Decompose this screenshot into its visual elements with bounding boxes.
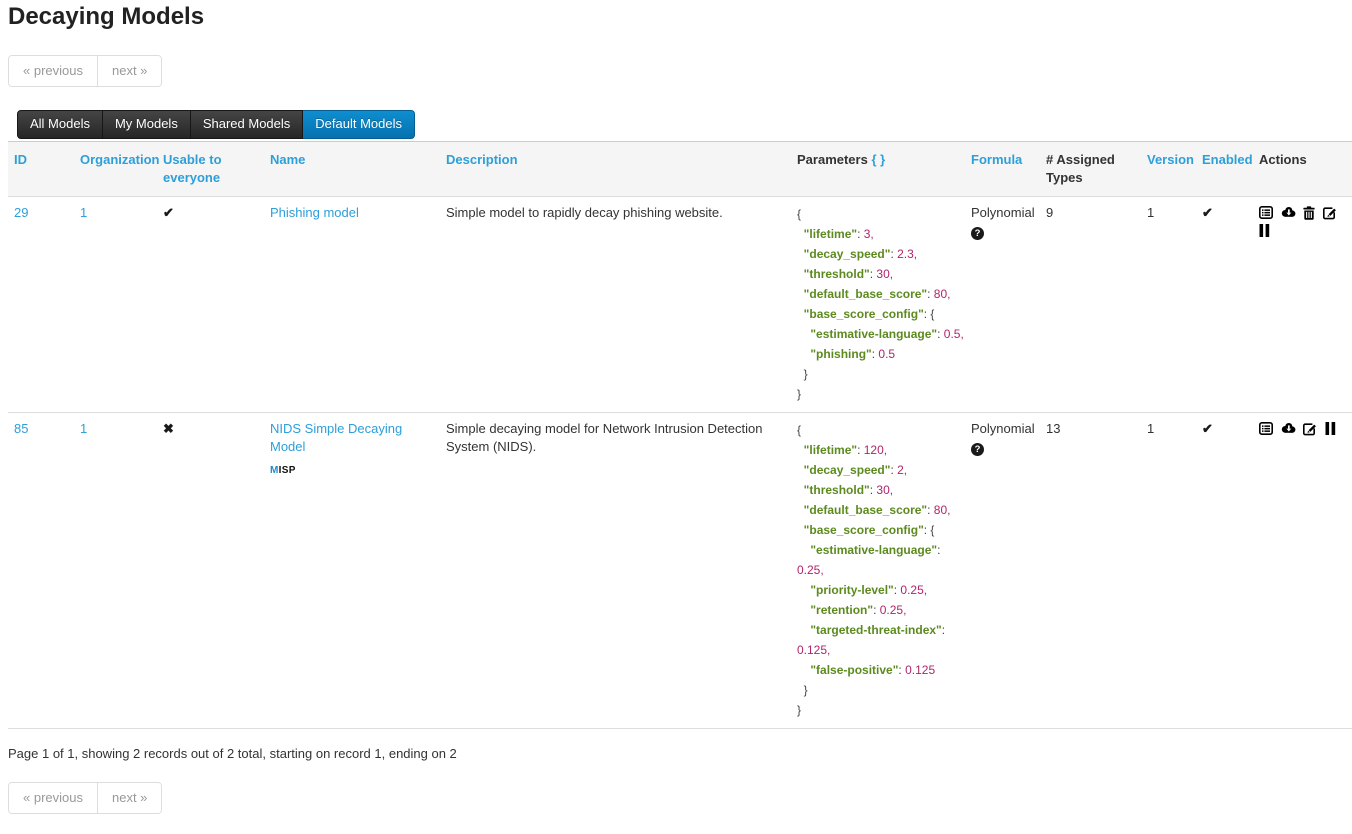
view-details-button[interactable]	[1259, 420, 1273, 435]
question-circle-icon[interactable]: ?	[971, 227, 984, 240]
pause-button[interactable]	[1259, 222, 1270, 237]
tab-default-models[interactable]: Default Models	[303, 110, 415, 139]
pagination-top: « previous next »	[8, 55, 1352, 87]
organization-link[interactable]: 1	[80, 205, 88, 220]
table-header-row: ID Organization Usable to everyone Name …	[8, 141, 1352, 197]
delete-button[interactable]	[1303, 204, 1315, 220]
parameters-json: { "lifetime": 3, "decay_speed": 2.3, "th…	[797, 207, 964, 401]
parameters-header: Parameters	[797, 152, 868, 167]
tab-shared-models[interactable]: Shared Models	[190, 110, 304, 139]
download-json-button[interactable]	[1281, 420, 1296, 434]
question-circle-icon[interactable]: ?	[971, 443, 984, 456]
check-icon: ✔	[163, 205, 174, 220]
pause-icon	[1259, 224, 1270, 237]
version-value: 1	[1147, 205, 1155, 220]
next-page-button[interactable]: next »	[96, 783, 162, 813]
download-json-button[interactable]	[1281, 204, 1296, 218]
assigned-types-count: 9	[1046, 205, 1054, 220]
edit-button[interactable]	[1303, 420, 1317, 436]
sort-usable-to-everyone-header[interactable]: Usable to everyone	[163, 152, 222, 185]
model-description: Simple decaying model for Network Intrus…	[446, 421, 763, 454]
next-page-button[interactable]: next »	[96, 56, 162, 86]
view-details-icon	[1259, 206, 1273, 219]
previous-page-button[interactable]: « previous	[9, 783, 97, 813]
organization-link[interactable]: 1	[80, 421, 88, 436]
previous-page-button[interactable]: « previous	[9, 56, 97, 86]
actions-header: Actions	[1259, 152, 1307, 167]
table-row-model-29: 29 1 ✔ Phishing model Simple model to ra…	[8, 197, 1352, 413]
enabled-check-icon: ✔	[1202, 421, 1213, 436]
edit-icon	[1322, 207, 1336, 220]
model-name-link[interactable]: NIDS Simple Decaying Model	[270, 421, 403, 454]
pause-icon	[1325, 422, 1336, 435]
decaying-models-table: ID Organization Usable to everyone Name …	[8, 141, 1352, 729]
model-id-link[interactable]: 29	[14, 205, 29, 220]
table-row-model-85: 85 1 ✖ NIDS Simple Decaying Model MISP S…	[8, 413, 1352, 729]
tab-my-models[interactable]: My Models	[102, 110, 191, 139]
pagination-bottom: « previous next »	[8, 782, 1352, 814]
view-details-icon	[1259, 422, 1273, 435]
assigned-types-count: 13	[1046, 421, 1061, 436]
page-title: Decaying Models	[8, 3, 205, 30]
sort-description-header[interactable]: Description	[446, 152, 518, 167]
formula-name: Polynomial	[971, 205, 1035, 220]
sort-formula-header[interactable]: Formula	[971, 152, 1023, 167]
cloud-download-icon	[1281, 207, 1296, 217]
sort-id-header[interactable]: ID	[14, 152, 27, 167]
edit-icon	[1303, 423, 1317, 436]
cloud-download-icon	[1281, 423, 1296, 433]
sort-version-header[interactable]: Version	[1147, 152, 1194, 167]
model-description: Simple model to rapidly decay phishing w…	[446, 205, 723, 220]
sort-organization-header[interactable]: Organization	[80, 152, 160, 167]
version-value: 1	[1147, 421, 1155, 436]
sort-enabled-header[interactable]: Enabled	[1202, 152, 1253, 167]
trash-icon	[1303, 206, 1315, 220]
parameters-json: { "lifetime": 120, "decay_speed": 2, "th…	[797, 423, 951, 717]
model-filter-tabs: All Models My Models Shared Models Defau…	[17, 110, 415, 139]
x-icon: ✖	[163, 421, 174, 436]
tab-all-models[interactable]: All Models	[17, 110, 103, 139]
decaying-models-page: Decaying Models « previous next » All Mo…	[8, 2, 1352, 814]
model-id-link[interactable]: 85	[14, 421, 29, 436]
sort-name-header[interactable]: Name	[270, 152, 306, 167]
record-count-summary: Page 1 of 1, showing 2 records out of 2 …	[8, 746, 457, 761]
pause-button[interactable]	[1325, 420, 1336, 435]
parameters-braces-toggle[interactable]: { }	[871, 152, 886, 167]
model-name-link[interactable]: Phishing model	[270, 205, 359, 220]
enabled-check-icon: ✔	[1202, 205, 1213, 220]
misp-default-badge: MISP	[270, 465, 296, 476]
view-details-button[interactable]	[1259, 204, 1273, 219]
edit-button[interactable]	[1322, 204, 1337, 220]
formula-name: Polynomial	[971, 421, 1035, 436]
assigned-types-header: # Assigned Types	[1046, 152, 1115, 185]
